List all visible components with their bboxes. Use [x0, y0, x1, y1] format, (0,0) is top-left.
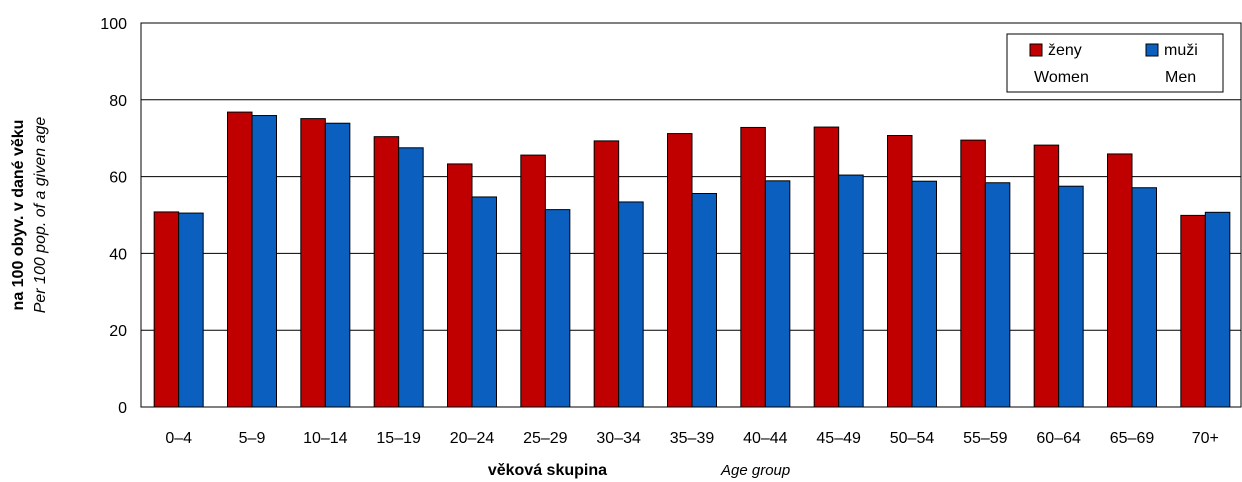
x-axis-title: věková skupina	[488, 462, 607, 479]
bar-men-60–64	[1058, 185, 1084, 408]
x-tick-label: 70+	[1192, 430, 1219, 447]
bar-men-10–14	[324, 122, 351, 408]
x-axis-title-en: Age group	[720, 462, 790, 479]
bar-women-55–59	[960, 139, 986, 408]
bar-women-10–14	[300, 118, 326, 408]
x-tick-label: 25–29	[523, 430, 568, 447]
legend-box	[1006, 33, 1224, 93]
y-tick-label: 60	[109, 170, 127, 187]
x-tick-label: 20–24	[450, 430, 495, 447]
bar-women-20–24	[447, 163, 473, 408]
y-tick-label: 40	[109, 246, 127, 263]
legend-swatch-men	[1145, 43, 1159, 57]
bar-men-25–29	[544, 209, 571, 408]
bar-women-65–69	[1107, 153, 1133, 408]
x-tick-label: 60–64	[1036, 430, 1081, 447]
y-axis-title-en: Per 100 pop. of a given age	[32, 117, 49, 314]
bar-men-20–24	[471, 196, 497, 408]
x-tick-label: 35–39	[670, 430, 715, 447]
bar-women-25–29	[520, 154, 546, 408]
x-tick-label: 40–44	[743, 430, 788, 447]
legend-label-men-en: Men	[1165, 69, 1196, 86]
y-tick-label: 0	[118, 400, 127, 417]
bar-men-55–59	[984, 182, 1011, 408]
bar-men-15–19	[398, 147, 424, 408]
x-tick-label: 15–19	[376, 430, 421, 447]
bar-women-0–4	[153, 211, 180, 408]
x-tick-label: 50–54	[890, 430, 935, 447]
bar-women-30–34	[593, 140, 620, 408]
bars	[153, 111, 1231, 408]
x-tick-labels: 0–4 5–9 10–14 15–19 20–24 25–29 30–34 35–39 40–4…	[165, 430, 1219, 447]
plot-frame	[140, 22, 1242, 408]
x-tick-label: 55–59	[963, 430, 1008, 447]
bar-men-40–44	[764, 180, 791, 408]
x-tick-label: 10–14	[303, 430, 348, 447]
bar-women-5–9	[227, 111, 253, 408]
bar-women-60–64	[1033, 144, 1060, 408]
bar-men-0–4	[178, 212, 204, 408]
bar-women-40–44	[740, 126, 766, 408]
bar-women-50–54	[887, 135, 913, 408]
y-tick-label: 80	[109, 93, 127, 110]
legend-swatch-women	[1029, 43, 1043, 57]
bar-men-30–34	[618, 201, 644, 408]
legend-label-women-en: Women	[1034, 69, 1089, 86]
x-tick-label: 30–34	[596, 430, 641, 447]
y-tick-labels: 0 20 40 60 80 100	[100, 16, 127, 417]
bar-women-35–39	[667, 133, 693, 408]
legend-label-women: ženy	[1048, 42, 1082, 59]
x-tick-label: 0–4	[165, 430, 192, 447]
bar-women-70+	[1180, 214, 1206, 408]
bar-men-45–49	[838, 174, 864, 408]
legend: ženy Women muži Men	[1006, 33, 1224, 93]
x-tick-label: 65–69	[1110, 430, 1155, 447]
y-tick-label: 100	[100, 16, 127, 33]
y-axis-title: na 100 obyv. v dané věku	[10, 120, 27, 311]
bar-men-5–9	[251, 115, 277, 408]
x-tick-label: 45–49	[816, 430, 861, 447]
x-tick-label: 5–9	[239, 430, 266, 447]
bar-men-50–54	[911, 180, 937, 408]
bar-men-70+	[1204, 211, 1231, 408]
bar-men-65–69	[1131, 187, 1157, 408]
bar-women-15–19	[373, 136, 400, 408]
y-tick-label: 20	[109, 323, 127, 340]
bar-women-45–49	[813, 126, 840, 408]
bar-men-35–39	[691, 192, 717, 408]
legend-label-men: muži	[1164, 42, 1198, 59]
